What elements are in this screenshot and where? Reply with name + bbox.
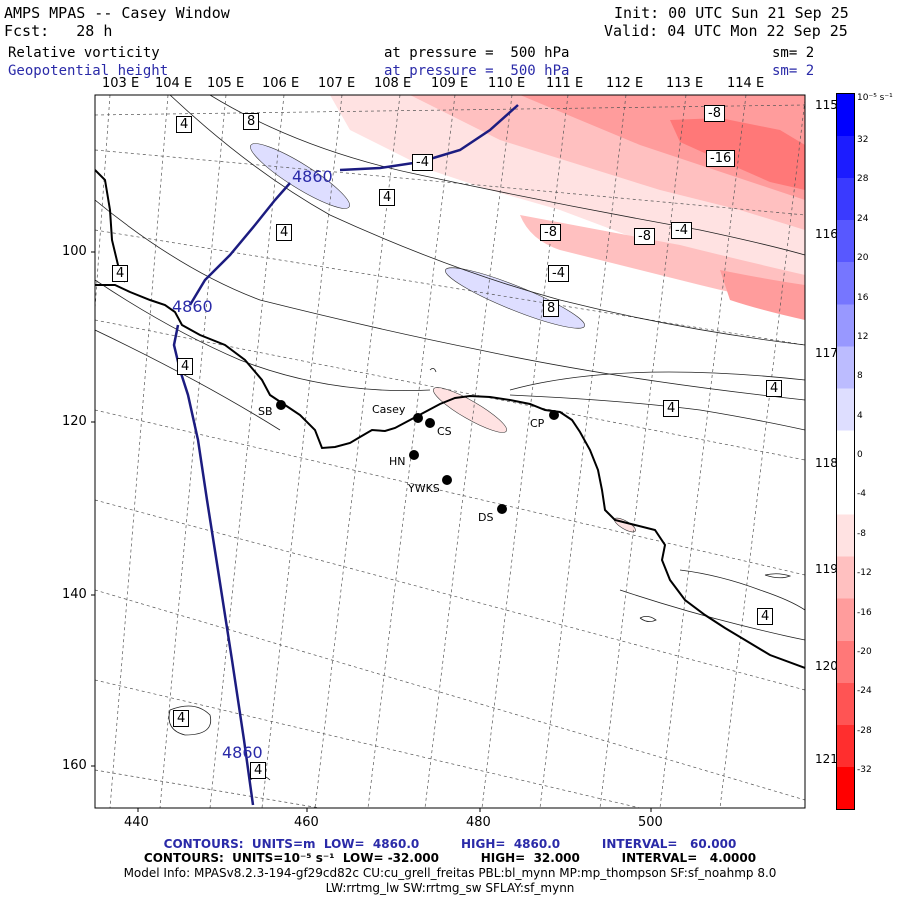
vorticity-label: 8	[543, 300, 560, 317]
vorticity-shade-pos-8a	[250, 143, 350, 209]
colorbar-tick-label: 16	[857, 292, 869, 303]
colorbar-tick-label: -32	[857, 765, 872, 775]
lon-label: 111 E	[546, 76, 584, 91]
colorbar-tick-label: 32	[857, 135, 869, 145]
lon-label: 105 E	[207, 76, 245, 91]
vorticity-label: 4	[663, 400, 680, 417]
colorbar-tick-label: 28	[857, 174, 869, 185]
lon-label: 106 E	[262, 76, 300, 91]
coastline	[95, 284, 805, 669]
vorticity-label: -4	[412, 154, 433, 171]
colorbar-tick-label: -16	[857, 607, 872, 618]
field1-smoothing: sm= 2	[772, 45, 815, 61]
vorticity-label: -8	[540, 224, 561, 241]
station-label-casey: Casey	[372, 403, 406, 416]
colorbar-tick-label: -4	[857, 489, 866, 500]
y-tick-label: 160	[62, 758, 87, 773]
colorbar-tick-label: 24	[857, 213, 869, 224]
height-label: 4860	[292, 167, 333, 186]
y-tick-label: 140	[62, 587, 87, 602]
lon-label: 103 E	[102, 76, 140, 91]
field1-level: at pressure = 500 hPa	[384, 45, 570, 61]
lon-label: 113 E	[666, 76, 704, 91]
vorticity-label: 4	[766, 380, 783, 397]
vorticity-shade-neg-16	[670, 118, 805, 190]
station-label-ywks: YWKS	[408, 482, 440, 495]
colorbar-tick-label: 20	[857, 253, 869, 264]
valid-time: Valid: 04 UTC Mon 22 Sep 25	[604, 22, 848, 40]
colorbar-tick-label: -24	[857, 686, 872, 697]
graticule	[95, 95, 805, 808]
colorbar	[836, 93, 855, 810]
footer-vorticity-contours: CONTOURS: UNITS=10⁻⁵ s⁻¹ LOW= -32.000 HI…	[143, 851, 757, 865]
colorbar-tick-label: 12	[857, 331, 869, 342]
lon-label: 110 E	[488, 76, 526, 91]
colorbar-tick-label: -12	[857, 568, 872, 579]
lon-label: 108 E	[374, 76, 412, 91]
footer-height-contours: CONTOURS: UNITS=m LOW= 4860.0 HIGH= 4860…	[163, 837, 737, 851]
footer-model-info: Model Info: MPASv8.2.3-194-gf29cd82c CU:…	[123, 866, 777, 880]
colorbar-tick-label: -28	[857, 725, 872, 736]
forecast-hour: Fcst: 28 h	[4, 22, 113, 40]
station-label-ds: DS	[478, 511, 494, 524]
vorticity-label: 4	[250, 762, 267, 779]
field2-level: at pressure = 500 hPa	[384, 63, 570, 79]
field2-smoothing: sm= 2	[772, 63, 815, 79]
field2-name: Geopotential height	[8, 63, 169, 79]
station-label-hn: HN	[389, 455, 406, 468]
x-tick-label: 460	[294, 815, 319, 830]
x-tick-label: 440	[124, 815, 149, 830]
lon-label: 114 E	[727, 76, 765, 91]
vorticity-contours	[95, 95, 805, 781]
init-time: Init: 00 UTC Sun 21 Sep 25	[614, 4, 849, 22]
vorticity-label: -8	[634, 228, 655, 245]
footer-model-info-2: LW:rrtmg_lw SW:rrtmg_sw SFLAY:sf_mynn	[325, 881, 575, 895]
station-label-sb: SB	[258, 405, 273, 418]
x-tick-label: 500	[638, 815, 663, 830]
field1-name: Relative vorticity	[8, 45, 160, 61]
model-title: AMPS MPAS -- Casey Window	[4, 4, 230, 22]
colorbar-tick-label: 8	[857, 371, 863, 382]
lon-label: 104 E	[155, 76, 193, 91]
x-tick-label: 480	[466, 815, 491, 830]
height-label: 4860	[222, 743, 263, 762]
vorticity-label: -4	[671, 222, 692, 239]
vorticity-label: 4	[112, 265, 129, 282]
y-tick-label: 100	[62, 244, 87, 259]
vorticity-label: 4	[276, 224, 293, 241]
colorbar-tick-label: 0	[857, 450, 863, 460]
colorbar-tick-label: 4	[857, 410, 863, 421]
vorticity-label: 4	[176, 116, 193, 133]
station-label-cs: CS	[437, 425, 452, 438]
vorticity-label: 8	[243, 113, 260, 130]
vorticity-label: 4	[379, 189, 396, 206]
lon-label: 109 E	[431, 76, 469, 91]
vorticity-label: 4	[177, 358, 194, 375]
vorticity-label: -4	[548, 265, 569, 282]
height-contours	[172, 104, 519, 806]
y-tick-label: 120	[62, 414, 87, 429]
colorbar-tick-label: -8	[857, 528, 866, 539]
vorticity-label: -16	[706, 150, 736, 167]
colorbar-unit: 10⁻⁵ s⁻¹	[857, 93, 893, 103]
vorticity-label: -8	[704, 105, 725, 122]
vorticity-shade-neg-8c	[720, 270, 805, 320]
station-label-cp: CP	[530, 417, 545, 430]
vorticity-label: 4	[173, 710, 190, 727]
vorticity-label: 4	[757, 608, 774, 625]
colorbar-tick-label: -20	[857, 646, 872, 657]
lon-label: 107 E	[318, 76, 356, 91]
station-dots	[276, 400, 559, 514]
lon-label: 112 E	[606, 76, 644, 91]
height-label: 4860	[172, 297, 213, 316]
